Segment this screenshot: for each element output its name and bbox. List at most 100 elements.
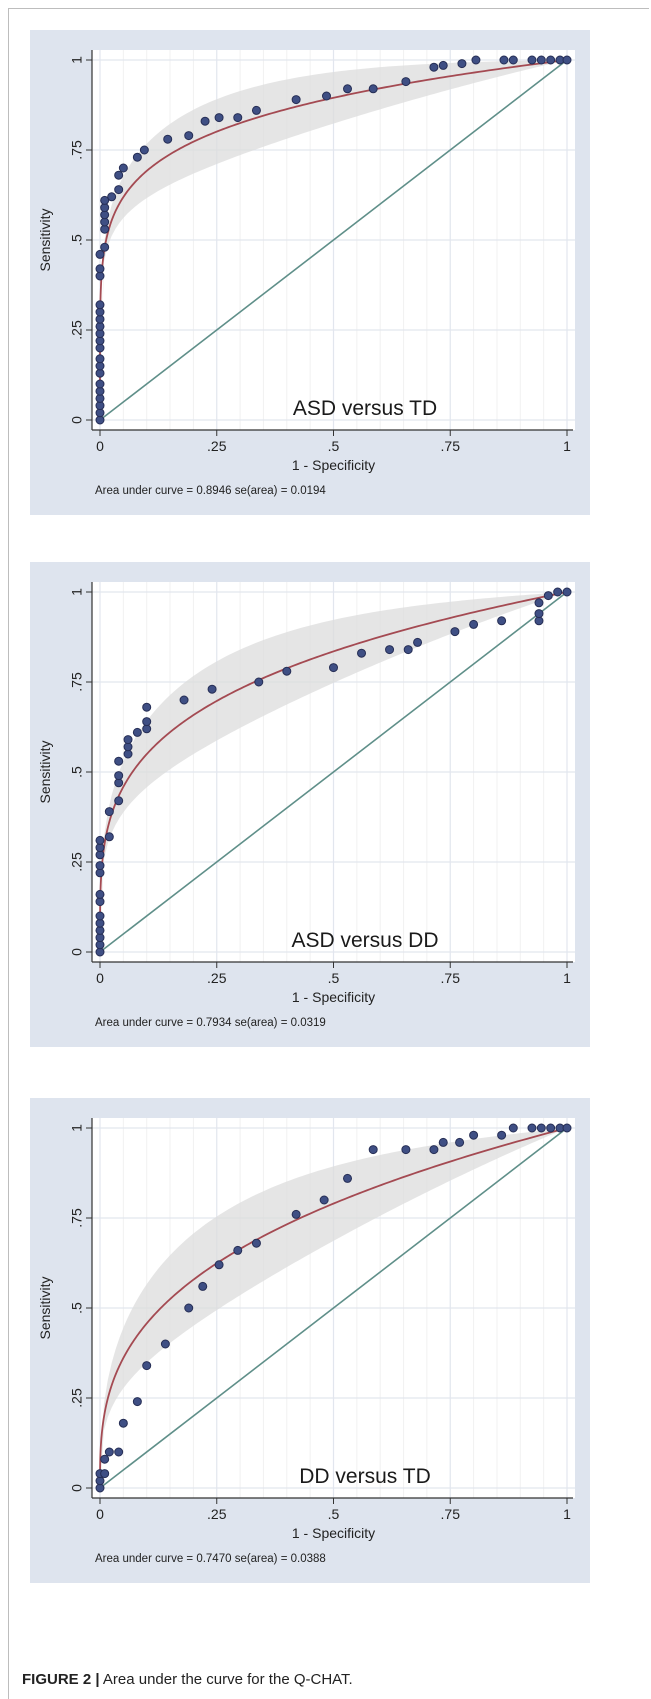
x-axis-title: 1 - Specificity bbox=[292, 457, 375, 473]
roc-data-point bbox=[95, 835, 105, 845]
x-axis-title: 1 - Specificity bbox=[292, 989, 375, 1005]
roc-data-point bbox=[118, 1418, 128, 1428]
roc-data-point bbox=[95, 911, 105, 921]
roc-data-point bbox=[438, 60, 448, 70]
roc-data-point bbox=[95, 354, 105, 364]
reference-diagonal-line bbox=[99, 59, 568, 421]
roc-data-point bbox=[142, 1361, 152, 1371]
x-tick-label: 1 bbox=[563, 970, 571, 986]
roc-chart-asd-vs-dd: 0 0 .25 .25 .5 .5 .75 .75 1 1 1 - Specificity Sensi… bbox=[30, 562, 590, 1047]
roc-data-point bbox=[251, 105, 261, 115]
roc-data-point bbox=[132, 727, 142, 737]
y-tick-label: .5 bbox=[69, 234, 85, 246]
roc-data-point bbox=[132, 1397, 142, 1407]
roc-data-point bbox=[508, 1123, 518, 1133]
x-tick-label: .75 bbox=[441, 438, 461, 454]
roc-data-point bbox=[527, 55, 537, 65]
roc-data-point bbox=[107, 192, 117, 202]
roc-data-point bbox=[497, 616, 507, 626]
roc-data-point bbox=[214, 113, 224, 123]
y-tick-label: 1 bbox=[69, 588, 85, 596]
area-under-curve-note: Area under curve = 0.7470 se(area) = 0.0… bbox=[95, 1553, 326, 1565]
figure-caption-label: FIGURE 2 | bbox=[22, 1671, 100, 1688]
confidence-band bbox=[100, 1128, 567, 1488]
roc-data-point bbox=[534, 598, 544, 608]
roc-data-point bbox=[282, 666, 292, 676]
roc-data-point bbox=[184, 1303, 194, 1313]
x-tick-label: .25 bbox=[207, 970, 227, 986]
y-axis-title: Sensitivity bbox=[37, 1276, 53, 1339]
roc-data-point bbox=[469, 619, 479, 629]
roc-data-point bbox=[450, 627, 460, 637]
roc-data-point bbox=[251, 1238, 261, 1248]
x-tick-label: .75 bbox=[441, 970, 461, 986]
roc-data-point bbox=[469, 1130, 479, 1140]
roc-data-point bbox=[401, 1145, 411, 1155]
roc-data-point bbox=[438, 1137, 448, 1147]
roc-data-point bbox=[368, 1145, 378, 1155]
roc-data-point bbox=[536, 1123, 546, 1133]
panel-title: ASD versus TD bbox=[293, 397, 437, 420]
roc-data-point bbox=[562, 587, 572, 597]
roc-data-point bbox=[343, 1173, 353, 1183]
roc-data-point bbox=[562, 55, 572, 65]
area-under-curve-note: Area under curve = 0.7934 se(area) = 0.0… bbox=[95, 1017, 326, 1029]
roc-data-point bbox=[562, 1123, 572, 1133]
x-tick-label: 0 bbox=[96, 970, 104, 986]
roc-data-point bbox=[429, 1145, 439, 1155]
roc-data-point bbox=[546, 1123, 556, 1133]
roc-data-point bbox=[343, 84, 353, 94]
roc-data-point bbox=[200, 116, 210, 126]
y-tick-label: 1 bbox=[69, 56, 85, 64]
roc-data-point bbox=[100, 1469, 110, 1479]
fitted-roc-curve bbox=[99, 591, 568, 952]
roc-data-point bbox=[160, 1339, 170, 1349]
x-tick-label: .5 bbox=[328, 970, 340, 986]
x-tick-label: .25 bbox=[207, 438, 227, 454]
roc-data-point bbox=[104, 832, 114, 842]
y-tick-label: .25 bbox=[69, 1388, 85, 1408]
roc-data-point bbox=[114, 170, 124, 180]
y-axis-title: Sensitivity bbox=[37, 208, 53, 271]
x-tick-label: 0 bbox=[96, 1506, 104, 1522]
y-tick-label: .75 bbox=[69, 1208, 85, 1228]
roc-data-point bbox=[100, 1454, 110, 1464]
y-tick-label: .5 bbox=[69, 766, 85, 778]
roc-data-point bbox=[368, 84, 378, 94]
roc-data-point bbox=[233, 1245, 243, 1255]
roc-data-point bbox=[95, 861, 105, 871]
y-tick-label: .25 bbox=[69, 852, 85, 872]
roc-data-point bbox=[534, 609, 544, 619]
figure-frame bbox=[8, 8, 649, 1699]
roc-panel-dd-vs-td: 0 0 .25 .25 .5 .5 .75 .75 1 1 1 - Specificity Sensi… bbox=[0, 1098, 651, 1658]
roc-data-point bbox=[499, 55, 509, 65]
roc-data-point bbox=[536, 55, 546, 65]
roc-data-point bbox=[104, 1447, 114, 1457]
roc-data-point bbox=[357, 648, 367, 658]
roc-data-point bbox=[179, 695, 189, 705]
roc-data-point bbox=[527, 1123, 537, 1133]
roc-data-point bbox=[329, 663, 338, 673]
roc-data-point bbox=[114, 771, 124, 781]
roc-data-point bbox=[100, 195, 110, 205]
roc-chart-asd-vs-td: 0 0 .25 .25 .5 .5 .75 .75 1 1 1 - Specificity Sensi… bbox=[30, 30, 590, 515]
roc-data-point bbox=[114, 185, 124, 195]
roc-data-point bbox=[553, 587, 563, 597]
confidence-band bbox=[100, 592, 567, 952]
y-tick-label: .75 bbox=[69, 140, 85, 160]
roc-data-point bbox=[163, 134, 173, 144]
roc-data-point bbox=[95, 300, 105, 310]
roc-data-point bbox=[291, 95, 301, 105]
roc-data-point bbox=[385, 645, 395, 655]
roc-data-point bbox=[413, 637, 423, 647]
roc-data-point bbox=[198, 1281, 208, 1291]
roc-data-point bbox=[95, 249, 105, 259]
y-axis-title: Sensitivity bbox=[37, 740, 53, 803]
x-tick-label: 1 bbox=[563, 1506, 571, 1522]
roc-data-point bbox=[114, 1447, 124, 1457]
roc-data-point bbox=[123, 735, 133, 745]
roc-data-point bbox=[214, 1260, 224, 1270]
roc-data-point bbox=[114, 796, 124, 806]
y-tick-label: 1 bbox=[69, 1124, 85, 1132]
roc-data-point bbox=[321, 91, 331, 101]
